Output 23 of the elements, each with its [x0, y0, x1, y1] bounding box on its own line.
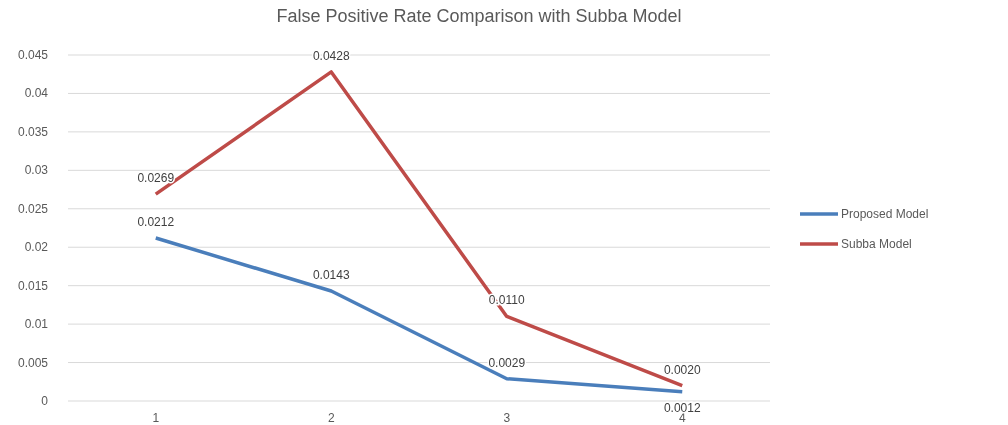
x-tick-label: 2: [327, 411, 335, 425]
y-tick-label: 0.015: [17, 278, 49, 293]
y-tick-label: 0.04: [24, 86, 49, 101]
data-label: 0.0029: [488, 355, 526, 370]
y-tick-label: 0.035: [17, 124, 49, 139]
data-label: 0.0428: [312, 48, 350, 63]
x-tick-label: 3: [503, 411, 511, 425]
data-label: 0.0020: [663, 362, 701, 377]
y-tick-label: 0.02: [24, 240, 49, 255]
y-tick-label: 0.025: [17, 201, 49, 216]
y-tick-label: 0.01: [24, 317, 49, 332]
y-tick-label: 0.005: [17, 355, 49, 370]
y-tick-label: 0.045: [17, 48, 49, 62]
chart-title: False Positive Rate Comparison with Subba Model: [276, 6, 682, 26]
x-tick-label: 1: [152, 411, 160, 425]
y-tick-label: 0: [41, 394, 49, 408]
legend-label: Subba Model: [841, 237, 912, 251]
data-label: 0.0212: [137, 215, 175, 229]
y-tick-label: 0.03: [24, 163, 49, 178]
data-label: 0.0143: [312, 268, 350, 283]
x-tick-label: 4: [678, 411, 686, 425]
data-label: 0.0269: [137, 171, 175, 186]
legend-label: Proposed Model: [841, 207, 929, 221]
